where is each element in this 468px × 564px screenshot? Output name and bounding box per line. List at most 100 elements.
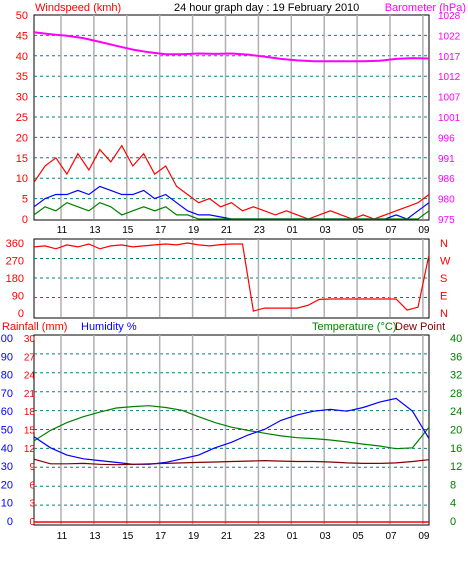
humidity-tick: 70 (1, 388, 13, 400)
dewpoint-line (33, 458, 430, 466)
barometer-tick: 991 (438, 154, 455, 165)
time-tick: 23 (254, 531, 266, 542)
barometer-tick: 1028 (438, 11, 461, 22)
windspeed-axis-label: Windspeed (kmh) (35, 2, 121, 14)
windspeed-tick: 5 (22, 194, 28, 206)
time-tick: 13 (89, 225, 101, 236)
humidity-tick: 60 (1, 406, 13, 418)
barometer-tick: 1022 (438, 31, 461, 42)
humidity-tick: 50 (1, 425, 13, 437)
barometer-tick: 1001 (438, 113, 461, 124)
temperature-tick: 12 (450, 461, 462, 473)
time-tick: 15 (122, 531, 134, 542)
time-tick: 01 (287, 225, 299, 236)
temperature-tick: 20 (450, 425, 462, 437)
direction-degree-tick: 0 (18, 308, 24, 320)
rainfall-axis-label: Rainfall (mm) (2, 321, 67, 333)
time-tick: 13 (89, 531, 101, 542)
rainfall-tick: 6 (29, 480, 35, 491)
rainfall-tick: 30 (24, 334, 36, 345)
rainfall-tick: 24 (24, 371, 36, 382)
barometer-tick: 1012 (438, 72, 461, 83)
humidity-tick: 100 (0, 333, 13, 345)
temperature-tick: 24 (450, 406, 462, 418)
time-tick: 17 (155, 225, 167, 236)
compass-tick: W (440, 256, 451, 268)
windspeed-tick: 30 (16, 92, 28, 104)
windspeed-tick: 10 (16, 173, 28, 185)
barometer-tick: 996 (438, 133, 455, 144)
humidity-tick: 90 (1, 351, 13, 363)
barometer-tick: 986 (438, 174, 455, 185)
time-tick: 03 (320, 225, 332, 236)
time-tick: 07 (385, 225, 397, 236)
temperature-tick: 36 (450, 351, 462, 363)
compass-tick: N (440, 308, 448, 320)
time-tick: 21 (221, 531, 233, 542)
rainfall-tick: 0 (29, 517, 35, 528)
time-tick: 07 (385, 531, 397, 542)
humidity-line (33, 397, 430, 465)
time-tick: 05 (353, 531, 365, 542)
temperature-tick: 32 (450, 370, 462, 382)
temperature-plot-frame (33, 334, 430, 526)
time-tick: 09 (418, 531, 430, 542)
humidity-tick: 20 (1, 479, 13, 491)
temperature-humidity-panel: Rainfall (mm) Humidity % Temperature (°C… (0, 321, 462, 542)
chart-title: 24 hour graph day : 19 February 2010 (174, 2, 359, 14)
windspeed-tick: 20 (16, 132, 28, 144)
rainfall-tick: 21 (24, 389, 36, 400)
direction-degree-tick: 180 (6, 273, 24, 285)
barometer-tick: 1007 (438, 93, 461, 104)
rainfall-tick: 15 (24, 426, 36, 437)
temperature-tick: 28 (450, 388, 462, 400)
humidity-tick: 30 (1, 461, 13, 473)
time-tick: 09 (418, 225, 430, 236)
time-tick: 05 (353, 225, 365, 236)
windspeed-tick: 25 (16, 112, 28, 124)
time-tick: 17 (155, 531, 167, 542)
temperature-tick: 40 (450, 333, 462, 345)
rainfall-tick: 3 (29, 499, 35, 510)
compass-tick: N (440, 238, 448, 250)
direction-degree-tick: 270 (6, 256, 24, 268)
time-tick: 21 (221, 225, 233, 236)
compass-tick: E (440, 291, 447, 303)
dewpoint-axis-label: Dew Point (395, 321, 445, 333)
direction-plot-frame (33, 238, 430, 319)
time-tick: 11 (57, 531, 68, 542)
direction-degree-tick: 360 (6, 238, 24, 250)
temperature-tick: 4 (450, 498, 456, 510)
humidity-tick: 80 (1, 370, 13, 382)
wind-barometer-panel: Windspeed (kmh) 24 hour graph day : 19 F… (16, 2, 466, 236)
rainfall-tick: 12 (24, 444, 36, 455)
time-tick: 11 (57, 225, 68, 236)
time-tick: 19 (188, 531, 200, 542)
barometer-line (33, 31, 430, 63)
time-tick: 23 (254, 225, 266, 236)
compass-tick: S (440, 273, 447, 285)
windspeed-tick: 0 (22, 214, 28, 226)
barometer-tick: 1017 (438, 52, 461, 63)
temperature-tick: 16 (450, 443, 462, 455)
time-tick: 19 (188, 225, 200, 236)
humidity-tick: 0 (7, 516, 13, 528)
windspeed-tick: 15 (16, 153, 28, 165)
temperature-tick: 8 (450, 479, 456, 491)
humidity-tick: 10 (1, 498, 13, 510)
windspeed-tick: 40 (16, 51, 28, 63)
direction-degree-tick: 90 (12, 291, 24, 303)
temperature-axis-label: Temperature (°C) (312, 321, 396, 333)
time-tick: 15 (122, 225, 134, 236)
temperature-tick: 0 (450, 516, 456, 528)
rainfall-tick: 27 (24, 352, 36, 363)
time-tick: 03 (320, 531, 332, 542)
barometer-tick: 975 (438, 215, 455, 226)
barometer-axis-label: Barometer (hPa) (385, 2, 466, 14)
rainfall-tick: 9 (29, 462, 35, 473)
barometer-tick: 980 (438, 195, 455, 206)
time-tick: 01 (287, 531, 299, 542)
windspeed-tick: 50 (16, 10, 28, 22)
